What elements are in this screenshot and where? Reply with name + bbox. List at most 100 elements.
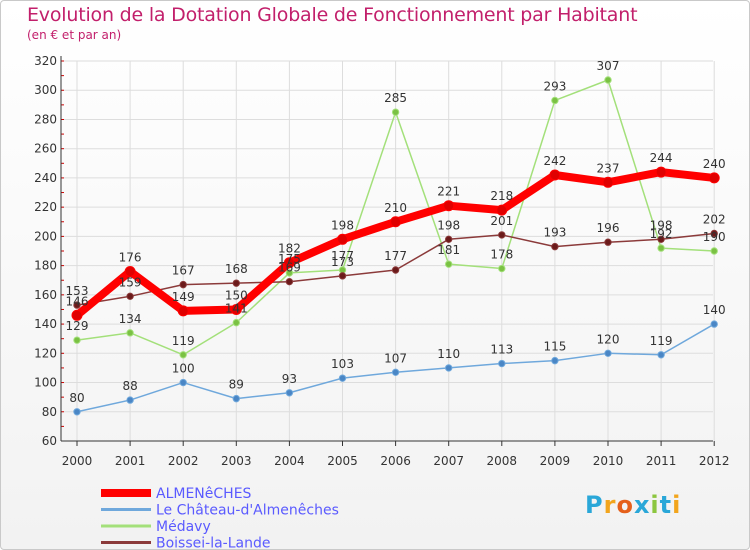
y-tick-label: 100 xyxy=(34,376,57,390)
data-label: 159 xyxy=(119,275,142,289)
data-point xyxy=(498,359,506,368)
data-point xyxy=(126,396,134,404)
data-point xyxy=(445,235,453,244)
logo-letter: i xyxy=(650,491,660,519)
data-point xyxy=(126,329,134,337)
data-point xyxy=(657,351,665,359)
y-tick-label: 300 xyxy=(34,83,57,97)
data-point xyxy=(179,280,187,289)
data-label: 198 xyxy=(437,218,460,232)
data-point xyxy=(710,247,718,255)
x-tick-label: 2000 xyxy=(62,454,93,468)
data-label: 129 xyxy=(66,319,89,333)
data-point xyxy=(338,272,347,280)
y-tick-label: 120 xyxy=(34,346,57,360)
data-point xyxy=(655,166,667,178)
data-label: 198 xyxy=(650,218,673,232)
data-point xyxy=(710,320,718,328)
data-label: 242 xyxy=(543,154,566,168)
data-point xyxy=(126,292,134,301)
y-tick-label: 60 xyxy=(42,434,57,448)
data-label: 153 xyxy=(66,284,89,298)
data-point xyxy=(285,389,294,397)
y-tick-label: 200 xyxy=(34,229,57,243)
logo-letter: r xyxy=(603,491,617,519)
data-point xyxy=(604,76,612,84)
data-point xyxy=(498,264,506,273)
data-label: 293 xyxy=(543,79,566,93)
data-point xyxy=(496,204,508,216)
y-tick-label: 260 xyxy=(34,142,57,156)
data-label: 93 xyxy=(282,372,297,386)
x-tick-label: 2005 xyxy=(327,454,358,468)
data-label: 177 xyxy=(331,249,354,263)
data-point xyxy=(285,269,294,277)
data-label: 198 xyxy=(331,218,354,232)
data-label: 141 xyxy=(225,302,248,316)
data-label: 237 xyxy=(597,161,620,175)
data-point xyxy=(337,233,348,245)
y-tick-label: 140 xyxy=(34,317,57,331)
data-label: 210 xyxy=(384,201,407,215)
x-tick-label: 2002 xyxy=(168,454,199,468)
data-point xyxy=(445,364,453,372)
x-tick-label: 2010 xyxy=(593,454,624,468)
data-label: 120 xyxy=(597,332,620,346)
data-label: 119 xyxy=(172,334,195,348)
data-label: 307 xyxy=(597,59,620,73)
logo-letter: o xyxy=(616,491,634,519)
logo-letter: x xyxy=(633,491,651,519)
x-tick-label: 2011 xyxy=(646,454,677,468)
data-point xyxy=(604,349,612,358)
data-labels: 146 176 149 150 182 198 210 221 218 242 237 244 240 8… xyxy=(66,59,726,405)
data-label: 167 xyxy=(172,264,195,278)
data-label: 146 xyxy=(66,294,89,308)
data-label: 100 xyxy=(172,362,195,376)
data-label: 221 xyxy=(437,185,460,199)
x-tick-label: 2012 xyxy=(699,454,730,468)
tick-labels: 60 80 100 120 140 160 180 200 220 240 260 280 300 320… xyxy=(34,54,729,468)
data-label: 178 xyxy=(490,248,513,262)
data-point xyxy=(391,368,400,377)
data-point xyxy=(73,336,81,344)
y-tick-label: 160 xyxy=(34,288,57,302)
data-label: 168 xyxy=(225,262,248,276)
data-label: 193 xyxy=(543,226,566,240)
data-point xyxy=(232,394,241,403)
data-point xyxy=(549,169,561,181)
data-label: 107 xyxy=(384,351,407,365)
data-label: 134 xyxy=(119,312,142,326)
data-label: 202 xyxy=(703,212,726,226)
data-label: 119 xyxy=(650,334,673,348)
data-label: 140 xyxy=(703,303,726,317)
data-point xyxy=(710,229,718,238)
data-point xyxy=(338,374,347,382)
data-label: 149 xyxy=(172,290,195,304)
legend-label-3: Boissei-la-Lande xyxy=(156,536,270,550)
data-label: 182 xyxy=(278,242,301,256)
proxiti-logo: Proxiti xyxy=(585,491,681,519)
data-label: 80 xyxy=(69,391,84,405)
data-point xyxy=(124,265,136,277)
data-point xyxy=(551,96,559,105)
data-point xyxy=(73,301,81,309)
data-point xyxy=(283,257,295,269)
grid-lines xyxy=(61,60,715,442)
data-point xyxy=(391,108,400,116)
data-label: 103 xyxy=(331,357,354,371)
x-tick-label: 2004 xyxy=(274,454,305,468)
data-label: 190 xyxy=(703,230,726,244)
legend-label-2: Médavy xyxy=(156,519,211,535)
y-tick-label: 320 xyxy=(34,54,57,68)
data-point xyxy=(551,356,559,365)
data-label: 175 xyxy=(278,252,301,266)
data-point xyxy=(390,216,402,228)
data-point xyxy=(179,378,187,387)
data-label: 196 xyxy=(597,221,620,235)
data-label: 88 xyxy=(122,379,137,393)
legend-label-1: Le Château-d'Almenêches xyxy=(156,503,339,519)
data-point xyxy=(285,277,294,286)
y-tick-label: 240 xyxy=(34,171,57,185)
data-point xyxy=(604,238,612,246)
